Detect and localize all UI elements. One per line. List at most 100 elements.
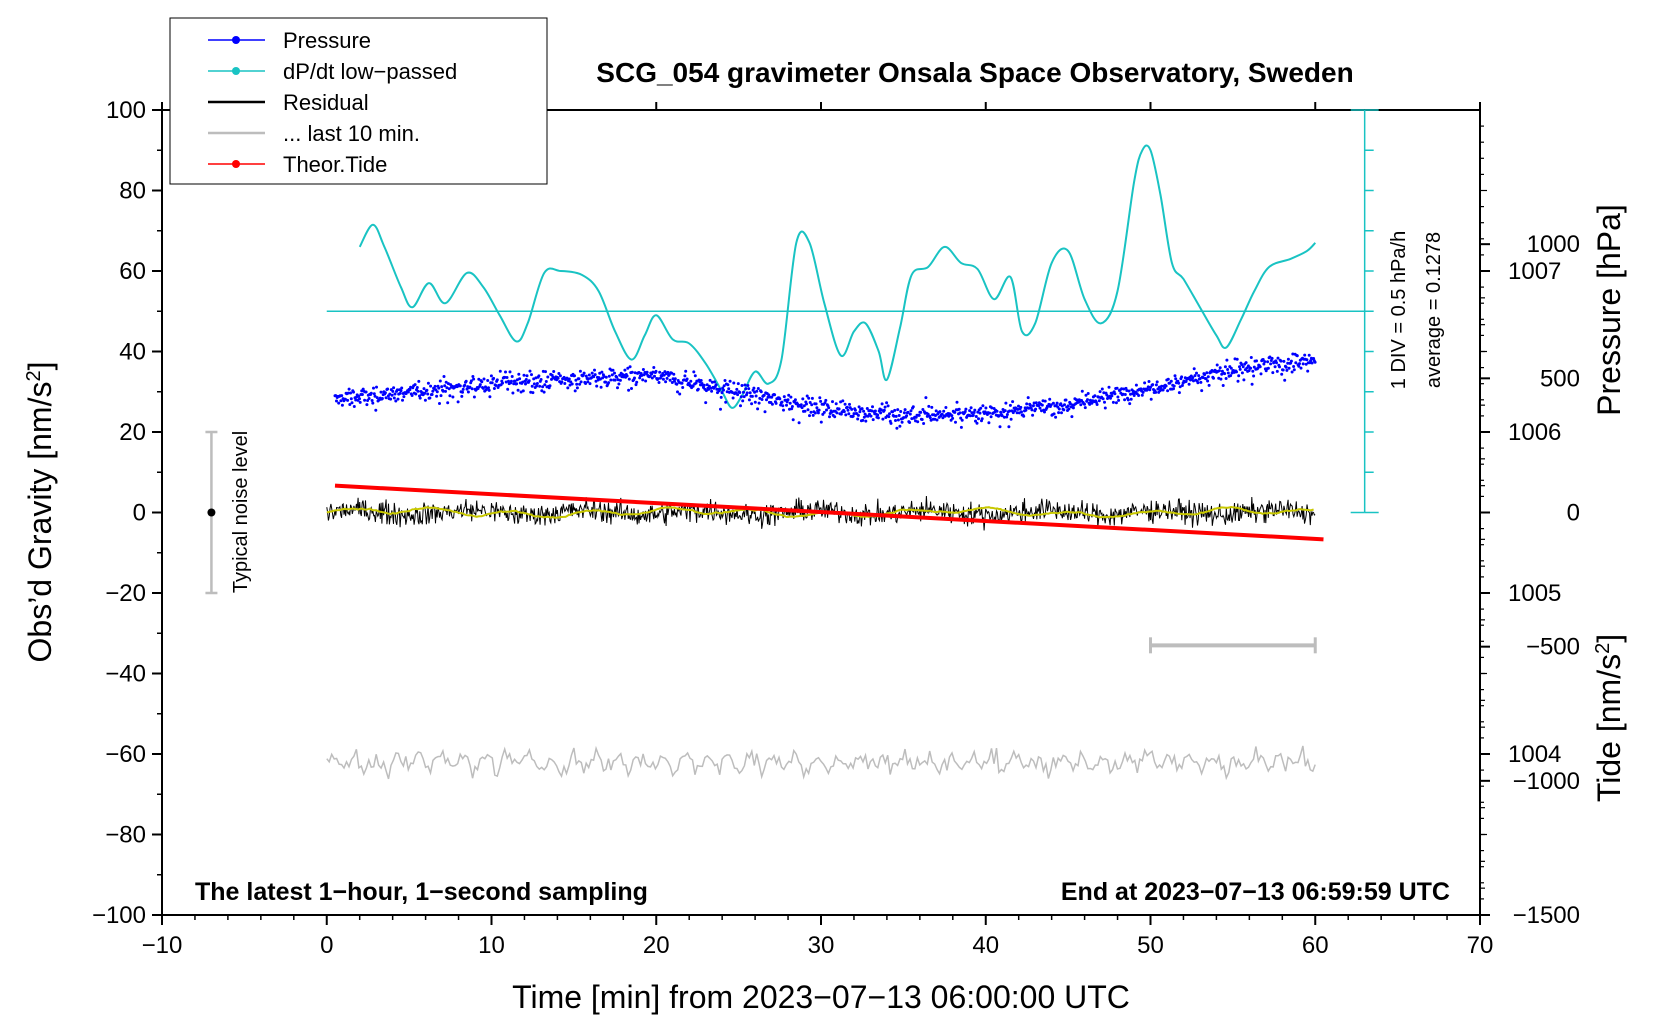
pressure-point: [516, 388, 520, 392]
pressure-point: [451, 395, 455, 399]
pressure-point: [417, 379, 421, 383]
pressure-point: [1241, 365, 1245, 369]
pressure-point: [673, 377, 677, 381]
pressure-point: [610, 373, 614, 377]
pressure-point: [990, 406, 994, 410]
pressure-point: [1098, 390, 1102, 394]
pressure-point: [848, 402, 851, 406]
pressure-point: [670, 381, 674, 384]
pressure-point: [1015, 411, 1019, 415]
pressure-point: [623, 368, 627, 372]
pressure-point: [816, 411, 820, 415]
pressure-point: [1008, 403, 1012, 407]
pressure-point: [471, 375, 475, 378]
pressure-point: [1161, 388, 1165, 392]
pressure-point: [466, 390, 470, 394]
pressure-point: [808, 401, 812, 404]
pressure-point: [1025, 402, 1029, 406]
pressure-point: [429, 384, 433, 388]
pressure-point: [865, 407, 869, 410]
pressure-point: [539, 378, 543, 381]
pressure-point: [989, 415, 993, 419]
pressure-point: [809, 410, 813, 414]
pressure-point: [1210, 369, 1214, 372]
pressure-point: [671, 377, 675, 381]
pressure-point: [444, 380, 448, 384]
pressure-point: [908, 412, 912, 416]
pressure-point: [1271, 371, 1275, 375]
pressure-point: [770, 395, 774, 399]
pressure-point: [562, 375, 566, 379]
pressure-point: [736, 382, 740, 386]
pressure-point: [563, 382, 567, 385]
pressure-point: [995, 409, 999, 413]
pressure-point: [504, 370, 507, 374]
pressure-point: [934, 414, 937, 417]
pressure-point: [1247, 369, 1251, 373]
pressure-point: [447, 387, 451, 391]
pressure-point: [805, 402, 808, 406]
pressure-point: [887, 415, 891, 419]
pressure-point: [973, 408, 977, 412]
pressure-point: [1292, 368, 1296, 372]
pressure-point: [905, 414, 909, 418]
pressure-point: [1169, 379, 1173, 383]
pressure-point: [1298, 362, 1301, 366]
pressure-point: [399, 389, 403, 393]
pressure-point: [1187, 382, 1191, 386]
pressure-point: [1031, 404, 1035, 408]
pressure-point: [752, 386, 756, 390]
pressure-point: [1280, 372, 1284, 376]
x-tick-label: 70: [1467, 932, 1494, 959]
pressure-point: [757, 401, 761, 405]
pressure-point: [1287, 366, 1291, 370]
y-tick-label: −100: [92, 902, 146, 929]
pressure-point: [747, 398, 751, 402]
pressure-point: [540, 389, 544, 393]
pressure-point: [1270, 356, 1274, 360]
pressure-point: [512, 382, 516, 386]
pressure-point: [894, 419, 897, 422]
pressure-point: [801, 397, 805, 401]
pressure-point: [924, 396, 928, 400]
pressure-point: [898, 424, 902, 428]
pressure-point: [518, 377, 522, 381]
pressure-point: [790, 405, 794, 408]
pressure-point: [1141, 390, 1145, 394]
pressure-point: [852, 412, 856, 416]
pressure-point: [824, 398, 828, 402]
pressure-point: [1166, 389, 1170, 393]
legend-label: Theor.Tide: [283, 152, 387, 177]
pressure-point: [645, 370, 649, 374]
pressure-point: [899, 410, 903, 413]
pressure-point: [604, 375, 608, 379]
pressure-point: [828, 415, 831, 419]
pressure-point: [886, 404, 890, 408]
pressure-point: [396, 397, 400, 401]
pressure-point: [896, 408, 900, 412]
pressure-point: [654, 369, 658, 373]
pressure-point: [1034, 407, 1038, 411]
pressure-point: [346, 398, 350, 402]
pressure-point: [595, 384, 599, 388]
pressure-point: [616, 386, 619, 390]
pressure-point: [538, 384, 542, 388]
pressure-point: [999, 410, 1003, 414]
dpdt-average-label: average = 0.1278: [1423, 232, 1445, 388]
pressure-point: [1149, 397, 1153, 401]
pressure-point: [1080, 389, 1084, 393]
pressure-point: [683, 374, 687, 378]
pressure-point: [458, 384, 462, 388]
pressure-point: [1107, 385, 1111, 389]
pressure-point: [692, 370, 696, 374]
pressure-point: [522, 373, 526, 377]
y-tick-label: 100: [106, 97, 146, 124]
pressure-point: [1250, 382, 1254, 386]
pressure-point: [578, 382, 582, 386]
tide-series-layer: [334, 483, 1324, 542]
pressure-point: [1043, 410, 1046, 414]
pressure-point: [708, 378, 712, 382]
pressure-point: [1023, 406, 1027, 410]
pressure-point: [762, 393, 766, 397]
